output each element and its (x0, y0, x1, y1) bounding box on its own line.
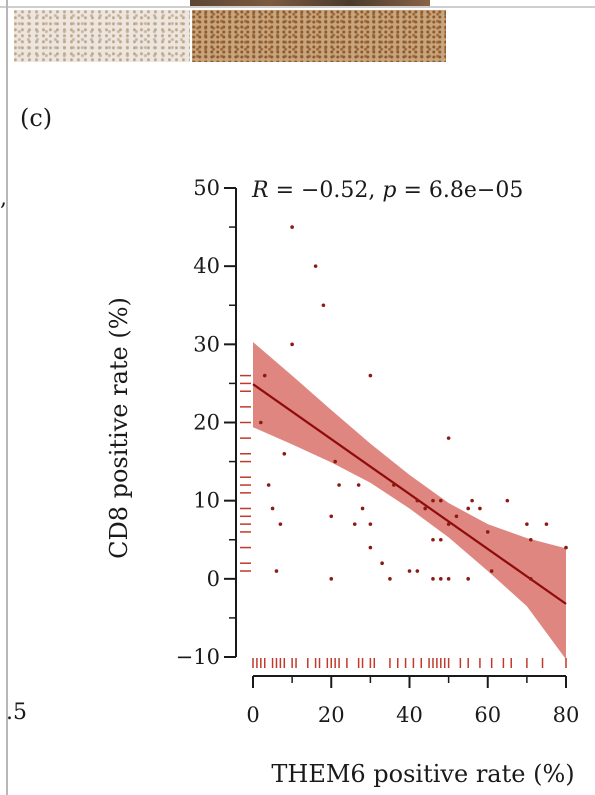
data-point (528, 577, 533, 581)
data-point (544, 522, 549, 526)
data-point (368, 522, 373, 526)
data-point (290, 342, 294, 347)
data-point (446, 522, 451, 526)
p-label: p (382, 178, 396, 203)
y-tick-label: 20 (193, 411, 220, 435)
x-tick-label: 0 (246, 703, 259, 727)
x-tick-label: 80 (553, 703, 580, 727)
data-point (270, 506, 275, 511)
data-point (290, 225, 294, 229)
histology-image-light (14, 10, 190, 62)
data-point (431, 577, 435, 581)
data-point (266, 483, 271, 487)
data-point (431, 537, 435, 542)
data-point (407, 569, 412, 573)
data-point (329, 514, 334, 519)
data-point (352, 522, 357, 526)
confidence-band (253, 341, 566, 660)
y-tick-label: 50 (193, 176, 220, 200)
data-point (282, 451, 287, 456)
data-point (259, 420, 263, 425)
data-point (368, 373, 373, 378)
data-point (356, 483, 361, 487)
data-point (528, 537, 533, 542)
data-point (368, 545, 373, 550)
data-point (446, 436, 451, 440)
panel-label: (c) (20, 104, 53, 132)
data-point (446, 577, 451, 581)
y-tick-label: 40 (193, 254, 220, 278)
data-point (278, 522, 283, 526)
data-point (439, 498, 443, 503)
r-label: R (251, 178, 269, 203)
x-tick-label: 60 (474, 703, 501, 727)
data-point (333, 459, 337, 464)
margin-comma: , (0, 186, 7, 211)
y-tick-label: 0 (207, 567, 220, 591)
data-point (329, 577, 334, 581)
data-point (454, 514, 459, 519)
data-point (388, 577, 392, 581)
data-point (415, 569, 420, 573)
data-point (313, 264, 318, 268)
data-point (423, 506, 427, 511)
correlation-annotation: R = −0.52, p = 6.8e−05 (251, 178, 523, 203)
r-value: = −0.52, (269, 178, 383, 203)
data-point (466, 506, 470, 511)
data-point (466, 577, 470, 581)
margin-text: .5 (6, 700, 27, 725)
data-point (489, 569, 494, 573)
data-point (525, 522, 529, 526)
data-point (439, 537, 443, 542)
y-tick-label: 30 (193, 332, 220, 356)
y-tick-label: −10 (176, 645, 220, 669)
data-point (505, 498, 510, 503)
data-point (415, 498, 420, 503)
data-point (321, 303, 326, 308)
data-point (274, 569, 279, 573)
data-point (564, 545, 568, 550)
data-point (337, 483, 341, 487)
data-point (485, 530, 490, 534)
data-point (392, 483, 396, 487)
histology-image-stained (192, 10, 446, 62)
data-point (470, 498, 474, 503)
data-point (439, 577, 443, 581)
p-value: = 6.8e−05 (397, 178, 524, 203)
previous-figure-strip (190, 0, 430, 6)
data-point (431, 498, 435, 503)
data-point (262, 373, 267, 378)
regression-line (252, 383, 567, 605)
y-tick-label: 10 (193, 489, 220, 513)
data-point (380, 561, 384, 565)
left-rule (6, 0, 8, 795)
top-border (0, 6, 595, 8)
x-tick-label: 40 (396, 703, 423, 727)
y-axis-title: CD8 positive rate (%) (105, 297, 133, 559)
x-tick-label: 20 (318, 703, 345, 727)
data-point (360, 506, 365, 511)
x-axis-title: THEM6 positive rate (%) (271, 760, 574, 788)
data-point (478, 506, 482, 511)
